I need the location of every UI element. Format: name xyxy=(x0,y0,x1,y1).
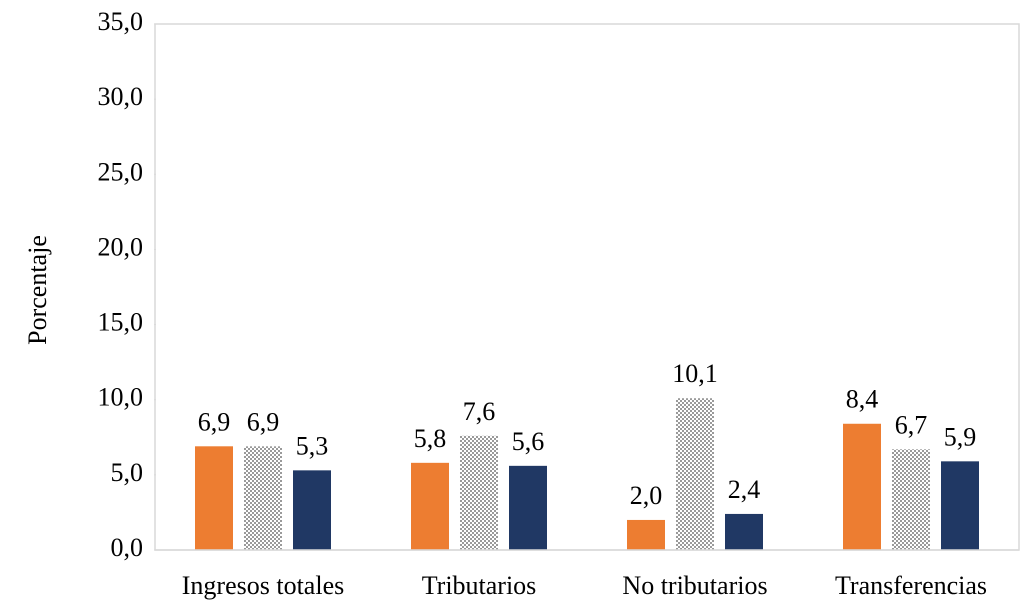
bar xyxy=(195,446,233,550)
plot-frame xyxy=(154,23,1020,551)
value-label: 5,6 xyxy=(512,427,545,456)
value-label: 2,4 xyxy=(728,475,761,504)
value-label: 7,6 xyxy=(463,397,496,426)
y-axis-label: Porcentaje xyxy=(23,235,52,345)
x-tick-label: Tributarios xyxy=(422,571,537,600)
value-label: 10,1 xyxy=(672,359,718,388)
value-label: 6,9 xyxy=(198,407,231,436)
bar xyxy=(941,461,979,550)
x-tick-label: Transferencias xyxy=(835,571,987,600)
bar xyxy=(892,449,930,550)
value-label: 6,9 xyxy=(247,407,280,436)
bar xyxy=(460,435,498,550)
y-tick-label: 30,0 xyxy=(98,82,144,111)
y-tick-label: 25,0 xyxy=(98,157,144,186)
bar xyxy=(293,470,331,550)
y-tick-label: 10,0 xyxy=(98,383,144,412)
value-label: 6,7 xyxy=(895,410,928,439)
bar xyxy=(725,513,763,550)
y-tick-label: 15,0 xyxy=(98,308,144,337)
bar xyxy=(676,398,714,550)
x-tick-label: Ingresos totales xyxy=(182,571,344,600)
value-label: 5,3 xyxy=(296,431,329,460)
bar xyxy=(411,462,449,550)
bar xyxy=(843,423,881,550)
value-label: 8,4 xyxy=(846,385,879,414)
bar xyxy=(627,519,665,550)
value-label: 2,0 xyxy=(630,481,663,510)
bar xyxy=(244,446,282,550)
y-tick-label: 5,0 xyxy=(111,458,144,487)
x-tick-label: No tributarios xyxy=(622,571,767,600)
bar xyxy=(509,465,547,550)
value-label: 5,8 xyxy=(414,424,447,453)
value-label: 5,9 xyxy=(944,422,977,451)
y-tick-label: 0,0 xyxy=(111,533,144,562)
y-tick-label: 20,0 xyxy=(98,232,144,261)
y-tick-label: 35,0 xyxy=(98,7,144,36)
